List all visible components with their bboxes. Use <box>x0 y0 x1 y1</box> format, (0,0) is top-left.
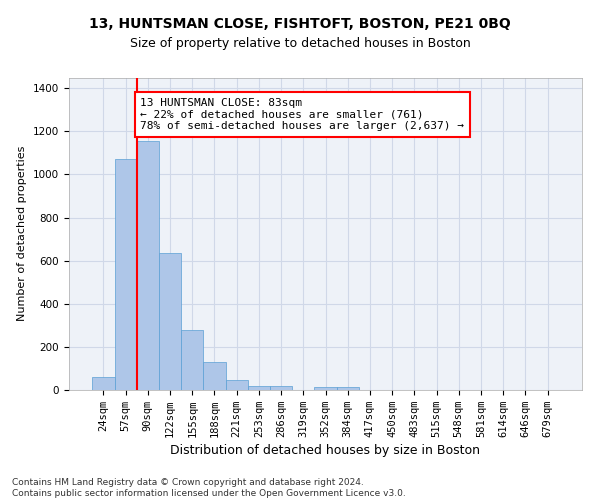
Y-axis label: Number of detached properties: Number of detached properties <box>17 146 28 322</box>
Bar <box>248 386 270 390</box>
Bar <box>270 386 292 390</box>
X-axis label: Distribution of detached houses by size in Boston: Distribution of detached houses by size … <box>170 444 481 457</box>
Text: 13 HUNTSMAN CLOSE: 83sqm
← 22% of detached houses are smaller (761)
78% of semi-: 13 HUNTSMAN CLOSE: 83sqm ← 22% of detach… <box>140 98 464 131</box>
Text: Size of property relative to detached houses in Boston: Size of property relative to detached ho… <box>130 38 470 51</box>
Bar <box>137 141 159 390</box>
Bar <box>159 252 181 390</box>
Text: Contains HM Land Registry data © Crown copyright and database right 2024.
Contai: Contains HM Land Registry data © Crown c… <box>12 478 406 498</box>
Bar <box>92 376 115 390</box>
Bar <box>203 362 226 390</box>
Bar <box>181 330 203 390</box>
Bar <box>314 387 337 390</box>
Bar <box>115 160 137 390</box>
Bar <box>337 388 359 390</box>
Text: 13, HUNTSMAN CLOSE, FISHTOFT, BOSTON, PE21 0BQ: 13, HUNTSMAN CLOSE, FISHTOFT, BOSTON, PE… <box>89 18 511 32</box>
Bar <box>226 380 248 390</box>
